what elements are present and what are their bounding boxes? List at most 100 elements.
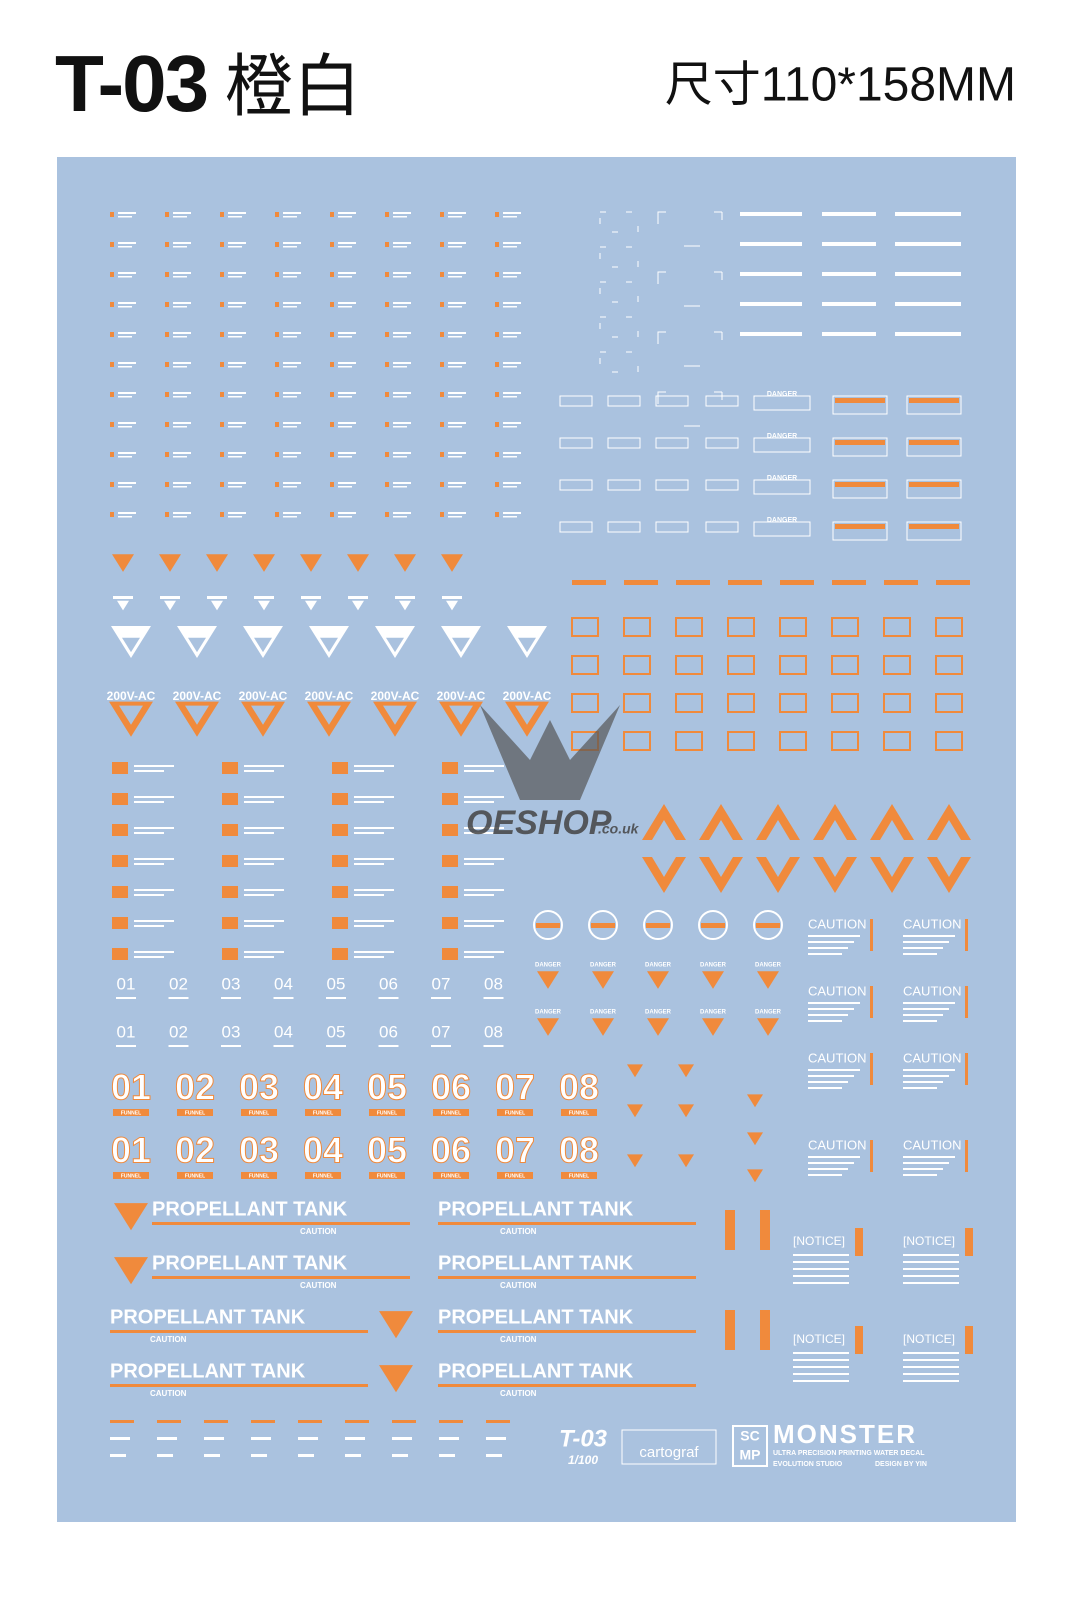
small-label [903, 1162, 949, 1164]
small-label [330, 482, 334, 487]
small-label [118, 422, 136, 424]
plate [655, 395, 689, 407]
decal-text: 03 [222, 1022, 241, 1041]
decal-text: DANGER [700, 1010, 727, 1016]
small-label [448, 246, 462, 248]
small-label [495, 302, 499, 307]
small-label [173, 336, 187, 338]
bar-label [740, 302, 802, 306]
small-label [173, 362, 191, 364]
small-label [110, 1454, 126, 1457]
small-label [378, 997, 399, 999]
small-label [220, 452, 224, 457]
decal-text: 06 [431, 1067, 471, 1108]
small-label [220, 512, 224, 517]
small-label [330, 512, 334, 517]
notice-box [779, 731, 807, 751]
small-label [464, 956, 494, 958]
small-label [393, 396, 407, 398]
small-label [439, 1420, 463, 1423]
notice-box [831, 731, 859, 751]
decal-text: 07 [495, 1067, 535, 1108]
small-label [251, 1420, 275, 1423]
small-label [495, 452, 499, 457]
decal-text: 01 [117, 974, 136, 993]
small-label [157, 1454, 173, 1457]
small-label [440, 422, 444, 427]
decal-text: 06 [379, 1022, 398, 1041]
small-label [903, 1087, 937, 1089]
stripe-tag [760, 1310, 770, 1350]
small-label [793, 1352, 849, 1354]
notice-box [675, 617, 703, 637]
small-label [165, 422, 169, 427]
small-label [354, 858, 394, 860]
small-label [228, 362, 246, 364]
notice-box [571, 655, 599, 675]
small-label [275, 242, 279, 247]
plate [753, 437, 811, 453]
small-label [110, 212, 114, 217]
logo-box [732, 1425, 768, 1467]
small-label [330, 392, 334, 397]
decal-text: 200V-AC [503, 689, 552, 703]
small-label [220, 242, 224, 247]
triangle [678, 1104, 694, 1118]
small-label [118, 212, 136, 214]
small-label [495, 212, 499, 217]
decal-text: MONSTER [773, 1419, 917, 1449]
watermark-logo [480, 705, 620, 800]
small-label [228, 516, 242, 518]
small-label [118, 332, 136, 334]
small-label [157, 1420, 181, 1423]
small-label [448, 212, 466, 214]
small-label [283, 246, 297, 248]
small-label [832, 580, 866, 585]
small-label [903, 1081, 943, 1083]
stripe-tag [442, 762, 458, 774]
small-label [228, 422, 246, 424]
decal-text: 200V-AC [371, 689, 420, 703]
decal-text: DANGER [645, 963, 672, 969]
plate [753, 521, 811, 537]
small-label [448, 302, 466, 304]
notice-bar [855, 1326, 863, 1354]
chevron [756, 804, 800, 840]
small-label [244, 827, 284, 829]
bar-label [895, 302, 961, 306]
stripe-tag [112, 762, 128, 774]
small-label [338, 332, 356, 334]
caution-bar [965, 986, 968, 1018]
triangle [305, 600, 317, 611]
small-label [298, 1437, 318, 1440]
small-label [283, 482, 301, 484]
notice-box [675, 693, 703, 713]
bar-label [895, 242, 961, 246]
small-label [495, 242, 499, 247]
funnel-bar [241, 1172, 277, 1179]
small-label [173, 212, 191, 214]
triangle [117, 600, 129, 611]
triangle [441, 554, 463, 572]
funnel-bar [305, 1109, 341, 1116]
funnel-bar [177, 1172, 213, 1179]
notice-circle-bar [701, 923, 725, 928]
small-label [448, 452, 466, 454]
small-label [884, 580, 918, 585]
small-label [464, 770, 494, 772]
triangle [383, 705, 407, 725]
decal-text: DANGER [767, 517, 797, 524]
caution-bar [835, 440, 885, 445]
notice-circle-bar [591, 923, 615, 928]
funnel-bar [177, 1109, 213, 1116]
small-label [676, 580, 710, 585]
notice-box [831, 617, 859, 637]
small-label [173, 396, 187, 398]
small-label [793, 1373, 849, 1375]
small-label [220, 362, 224, 367]
decal-text: FUNNEL [569, 1110, 589, 1116]
small-label [116, 1045, 136, 1047]
triangle [258, 600, 270, 611]
bar-label [822, 242, 876, 246]
